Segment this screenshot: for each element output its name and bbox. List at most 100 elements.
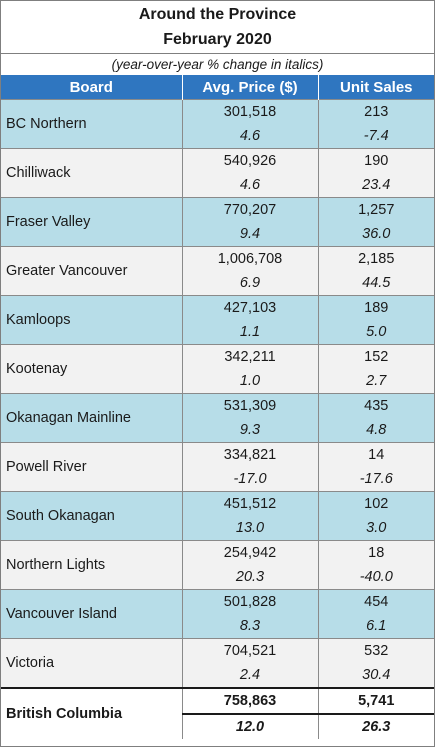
table-row: South Okanagan 451,512 102 — [1, 491, 434, 541]
avg-price: 342,211 — [181, 344, 318, 369]
avg-price-change: 1.1 — [181, 320, 318, 345]
avg-price: 1,006,708 — [181, 246, 318, 271]
avg-price-change: 6.9 — [181, 271, 318, 296]
table-row-change: 13.0 3.0 — [1, 516, 434, 541]
unit-sales-change: 5.0 — [317, 320, 434, 345]
avg-price: 770,207 — [181, 197, 318, 222]
avg-price-change: 12.0 — [181, 713, 318, 739]
table-title: Around the Province — [138, 6, 297, 23]
avg-price-change: 8.3 — [181, 614, 318, 639]
total-row-change: 12.0 26.3 — [1, 713, 434, 739]
unit-sales-change: 6.1 — [317, 614, 434, 639]
board-name: Chilliwack — [1, 148, 182, 198]
avg-price: 704,521 — [181, 638, 318, 663]
avg-price: 427,103 — [181, 295, 318, 320]
board-stats-table: Board Avg. Price ($) Unit Sales BC North… — [1, 75, 434, 739]
table-row-change: 8.3 6.1 — [1, 614, 434, 639]
header-row: Board Avg. Price ($) Unit Sales — [1, 75, 434, 100]
unit-sales-change: 36.0 — [317, 222, 434, 247]
table-note: (year-over-year % change in italics) — [111, 57, 324, 72]
table-row-change: 1.1 5.0 — [1, 320, 434, 345]
header-avg-price: Avg. Price ($) — [182, 75, 319, 100]
avg-price-change: 4.6 — [181, 173, 318, 198]
table-row: Greater Vancouver 1,006,708 2,185 — [1, 246, 434, 296]
unit-sales: 2,185 — [317, 246, 434, 271]
table-body: BC Northern 301,518 213 4.6 -7.4 Chilliwack 54… — [1, 99, 434, 739]
unit-sales: 189 — [317, 295, 434, 320]
table-row: Victoria 704,521 532 — [1, 638, 434, 688]
table-row: BC Northern 301,518 213 — [1, 99, 434, 149]
unit-sales: 532 — [317, 638, 434, 663]
avg-price-change: 4.6 — [181, 124, 318, 149]
unit-sales-change: 2.7 — [317, 369, 434, 394]
avg-price-change: -17.0 — [181, 467, 318, 492]
unit-sales: 1,257 — [317, 197, 434, 222]
table-row-change: 4.6 23.4 — [1, 173, 434, 198]
board-name: Victoria — [1, 638, 182, 688]
avg-price: 301,518 — [181, 99, 318, 124]
table-row: Okanagan Mainline 531,309 435 — [1, 393, 434, 443]
unit-sales-change: -40.0 — [317, 565, 434, 590]
board-name: Okanagan Mainline — [1, 393, 182, 443]
avg-price-change: 13.0 — [181, 516, 318, 541]
avg-price: 758,863 — [181, 687, 318, 714]
table-row: Chilliwack 540,926 190 — [1, 148, 434, 198]
unit-sales: 435 — [317, 393, 434, 418]
board-name: Kootenay — [1, 344, 182, 394]
board-name: Powell River — [1, 442, 182, 492]
unit-sales-change: -17.6 — [317, 467, 434, 492]
table-row: Northern Lights 254,942 18 — [1, 540, 434, 590]
table-row: Fraser Valley 770,207 1,257 — [1, 197, 434, 247]
board-name: Greater Vancouver — [1, 246, 182, 296]
unit-sales: 190 — [317, 148, 434, 173]
board-name: BC Northern — [1, 99, 182, 149]
table-row: Vancouver Island 501,828 454 — [1, 589, 434, 639]
board-name: South Okanagan — [1, 491, 182, 541]
table-row-change: 2.4 30.4 — [1, 663, 434, 688]
unit-sales: 152 — [317, 344, 434, 369]
unit-sales: 5,741 — [317, 687, 434, 714]
header-board: Board — [1, 75, 183, 100]
unit-sales-change: -7.4 — [317, 124, 434, 149]
avg-price-change: 20.3 — [181, 565, 318, 590]
unit-sales-change: 44.5 — [317, 271, 434, 296]
avg-price: 531,309 — [181, 393, 318, 418]
unit-sales: 14 — [317, 442, 434, 467]
avg-price-change: 9.4 — [181, 222, 318, 247]
avg-price-change: 1.0 — [181, 369, 318, 394]
unit-sales-change: 4.8 — [317, 418, 434, 443]
avg-price: 254,942 — [181, 540, 318, 565]
total-row: British Columbia 758,863 5,741 — [1, 687, 434, 739]
table-row: Powell River 334,821 14 — [1, 442, 434, 492]
board-name: Northern Lights — [1, 540, 182, 590]
header-unit-sales: Unit Sales — [318, 75, 434, 100]
board-name: Kamloops — [1, 295, 182, 345]
table-row: Kamloops 427,103 189 — [1, 295, 434, 345]
table-subtitle: February 2020 — [1, 29, 434, 54]
table-row-change: 1.0 2.7 — [1, 369, 434, 394]
avg-price-change: 9.3 — [181, 418, 318, 443]
table-row-change: 6.9 44.5 — [1, 271, 434, 296]
table-row-change: 9.3 4.8 — [1, 418, 434, 443]
unit-sales: 454 — [317, 589, 434, 614]
board-name: Vancouver Island — [1, 589, 182, 639]
table-row-change: 20.3 -40.0 — [1, 565, 434, 590]
unit-sales: 213 — [317, 99, 434, 124]
table-row-change: -17.0 -17.6 — [1, 467, 434, 492]
board-name: British Columbia — [1, 687, 182, 739]
avg-price: 501,828 — [181, 589, 318, 614]
unit-sales-change: 26.3 — [317, 713, 434, 739]
unit-sales: 18 — [317, 540, 434, 565]
table-row-change: 9.4 36.0 — [1, 222, 434, 247]
unit-sales-change: 3.0 — [317, 516, 434, 541]
avg-price-change: 2.4 — [181, 663, 318, 688]
board-name: Fraser Valley — [1, 197, 182, 247]
avg-price: 451,512 — [181, 491, 318, 516]
table-row: Kootenay 342,211 152 — [1, 344, 434, 394]
unit-sales: 102 — [317, 491, 434, 516]
avg-price: 540,926 — [181, 148, 318, 173]
unit-sales-change: 23.4 — [317, 173, 434, 198]
avg-price: 334,821 — [181, 442, 318, 467]
table-row-change: 4.6 -7.4 — [1, 124, 434, 149]
